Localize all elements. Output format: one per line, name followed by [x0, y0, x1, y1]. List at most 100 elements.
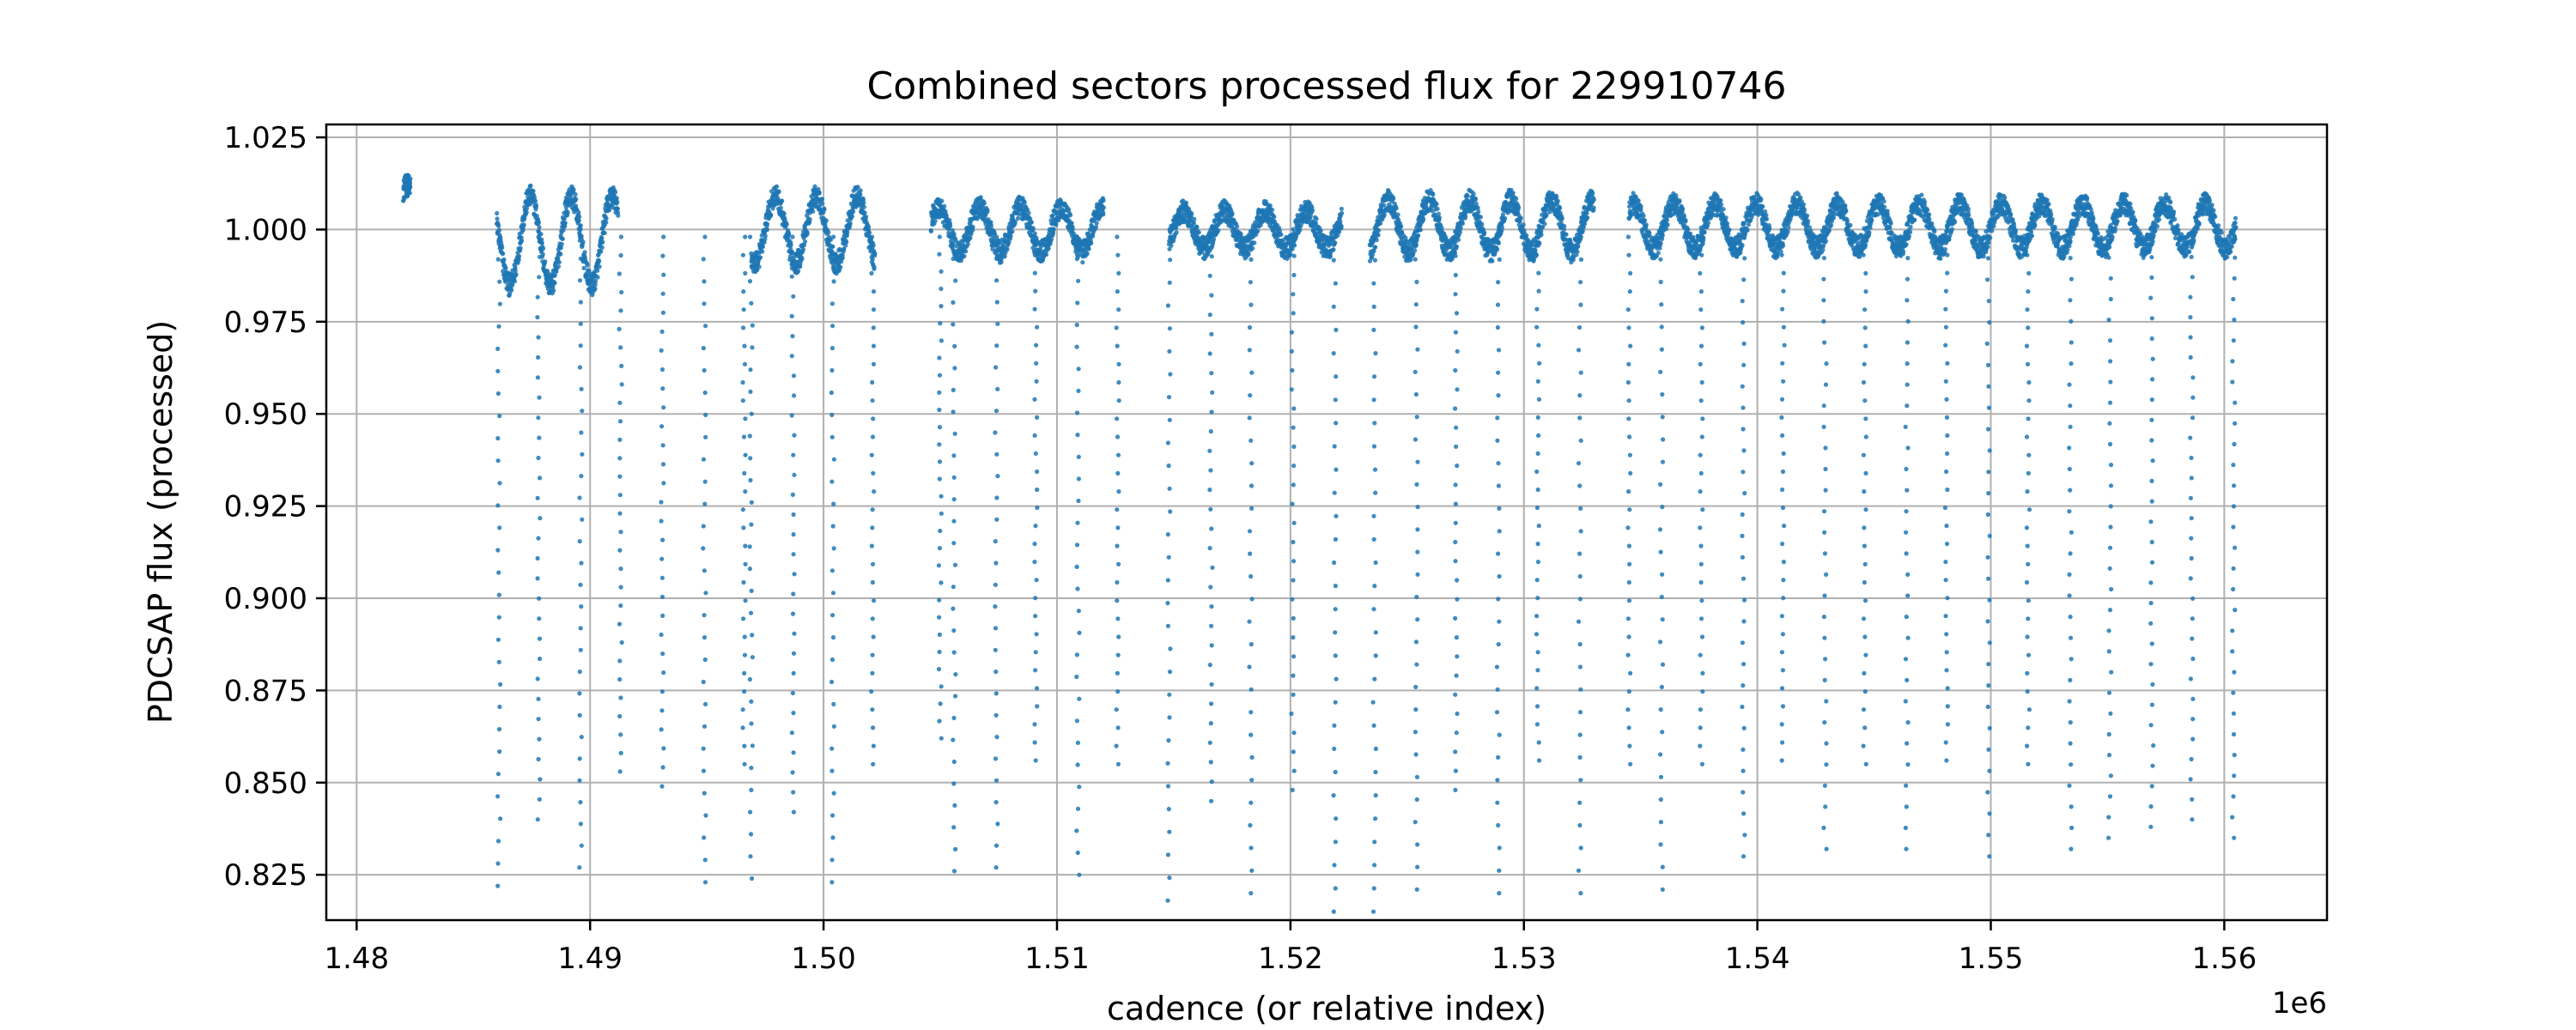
- flux-point: [1539, 232, 1544, 238]
- flux-point: [858, 188, 863, 193]
- flux-point: [858, 191, 863, 197]
- flux-point: [1089, 240, 1094, 245]
- flux-point: [600, 239, 605, 245]
- flux-point: [1542, 221, 1547, 227]
- flux-point: [1767, 226, 1772, 231]
- flux-point: [1250, 245, 1255, 251]
- flux-point: [1533, 247, 1538, 252]
- flux-point: [1043, 251, 1049, 257]
- flux-point: [585, 263, 590, 268]
- flux-point: [1537, 241, 1542, 246]
- flux-point: [1339, 224, 1344, 229]
- flux-point: [1418, 227, 1423, 233]
- flux-point: [769, 212, 774, 217]
- flux-point: [1465, 193, 1470, 198]
- flux-point: [1806, 219, 1811, 224]
- flux-point: [562, 216, 567, 221]
- flux-point: [1828, 222, 1833, 227]
- flux-point: [1030, 226, 1036, 231]
- flux-point: [1270, 207, 1275, 212]
- flux-point: [513, 268, 518, 274]
- flux-point: [1503, 215, 1508, 221]
- flux-point: [1499, 225, 1504, 230]
- flux-point: [598, 249, 604, 254]
- flux-point: [829, 249, 835, 254]
- flux-point: [1664, 227, 1669, 232]
- flux-point: [578, 223, 583, 228]
- flux-point: [1439, 225, 1444, 230]
- flux-point: [513, 264, 518, 270]
- flux-point: [817, 191, 822, 196]
- flux-point: [1246, 251, 1251, 257]
- flux-point: [1478, 215, 1483, 220]
- flux-point: [948, 223, 953, 228]
- flux-point: [1521, 222, 1526, 227]
- flux-point: [407, 191, 412, 196]
- flux-point: [1557, 206, 1563, 211]
- flux-point: [1719, 202, 1724, 207]
- flux-point: [1658, 240, 1663, 245]
- flux-point: [509, 288, 514, 293]
- flux-point: [981, 201, 987, 206]
- flux-point: [1339, 206, 1344, 211]
- flux-point: [1435, 206, 1440, 211]
- flux-point: [539, 240, 544, 245]
- flux-point: [1781, 243, 1786, 248]
- flux-point: [985, 208, 990, 214]
- flux-point: [1421, 216, 1426, 221]
- flux-point: [1051, 227, 1056, 232]
- flux-point: [1721, 207, 1726, 212]
- flux-point: [1068, 213, 1073, 218]
- flux-point: [861, 204, 867, 209]
- flux-point: [1378, 221, 1383, 226]
- flux-point: [1196, 230, 1201, 235]
- flux-point: [556, 259, 562, 264]
- flux-point: [593, 278, 598, 284]
- flux-point: [801, 243, 807, 248]
- flux-point: [597, 258, 602, 264]
- flux-point: [1336, 229, 1341, 234]
- flux-point: [1677, 198, 1682, 203]
- flux-point: [823, 218, 829, 223]
- flux-point: [765, 221, 770, 227]
- flux-point: [1590, 191, 1595, 196]
- flux-point: [543, 259, 548, 264]
- flux-point: [866, 230, 872, 235]
- flux-point: [524, 209, 529, 215]
- flux-point: [1680, 206, 1686, 211]
- flux-point: [1310, 208, 1315, 213]
- flux-point: [576, 209, 581, 215]
- flux-point: [503, 265, 508, 270]
- flux-point: [520, 227, 526, 232]
- flux-point: [1516, 204, 1522, 209]
- flux-point: [556, 264, 562, 270]
- flux-point: [1479, 221, 1485, 227]
- flux-point: [1376, 227, 1382, 233]
- flux-point: [1026, 210, 1031, 215]
- flux-point: [1823, 239, 1828, 244]
- flux-point: [840, 252, 845, 258]
- flux-point: [1495, 247, 1500, 252]
- flux-point: [536, 220, 542, 225]
- flux-point: [790, 250, 795, 256]
- flux-point: [1066, 207, 1072, 212]
- flux-point: [1726, 232, 1731, 237]
- flux-point: [1183, 200, 1188, 205]
- flux-point: [1008, 233, 1013, 239]
- flux-point: [615, 206, 620, 211]
- flux-point: [597, 264, 602, 270]
- flux-point: [537, 225, 542, 230]
- flux-point: [1727, 227, 1732, 233]
- flux-point: [862, 210, 867, 215]
- flux-point: [1046, 245, 1051, 251]
- flux-point: [1867, 230, 1872, 235]
- flux-point: [1826, 227, 1832, 233]
- flux-point: [849, 214, 855, 219]
- flux-point: [1238, 232, 1243, 237]
- flux-point: [1101, 205, 1106, 210]
- flux-point: [819, 197, 825, 202]
- flux-point: [615, 199, 620, 204]
- flux-point: [1564, 232, 1569, 237]
- flux-point: [1759, 197, 1764, 202]
- flux-point: [807, 217, 812, 222]
